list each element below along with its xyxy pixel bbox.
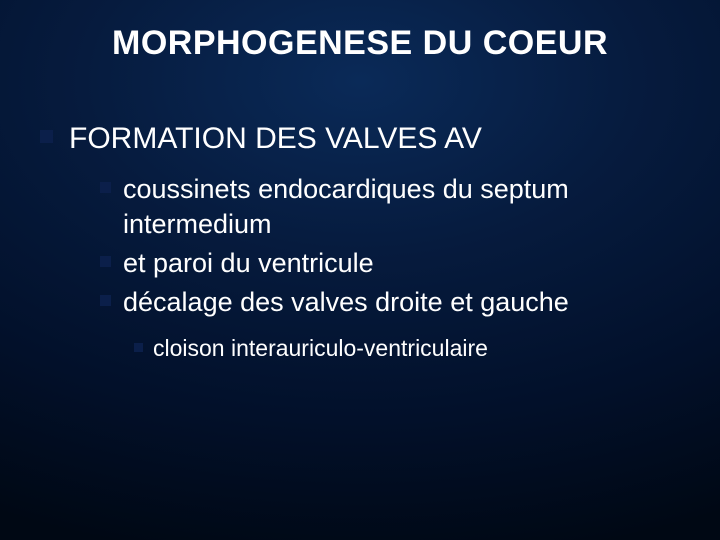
list-item-lvl1: FORMATION DES VALVES AV [40,120,680,158]
list-item-lvl2: et paroi du ventricule [100,246,680,281]
lvl1-text: FORMATION DES VALVES AV [69,120,482,158]
lvl2-text: coussinets endocardiques du septum inter… [123,172,680,242]
square-bullet-icon [100,256,111,267]
list-item-lvl3: cloison interauriculo-ventriculaire [134,334,680,364]
lvl3-text: cloison interauriculo-ventriculaire [153,334,488,364]
lvl2-text: et paroi du ventricule [123,246,374,281]
lvl2-list: coussinets endocardiques du septum inter… [100,172,680,364]
list-item-lvl2: décalage des valves droite et gauche [100,285,680,320]
slide: MORPHOGENESE DU COEUR FORMATION DES VALV… [0,0,720,540]
lvl3-list: cloison interauriculo-ventriculaire [134,334,680,364]
square-bullet-icon [100,182,111,193]
square-bullet-icon [100,295,111,306]
square-bullet-icon [134,343,143,352]
list-item-lvl2: coussinets endocardiques du septum inter… [100,172,680,242]
slide-body: FORMATION DES VALVES AV coussinets endoc… [40,120,680,364]
lvl2-text: décalage des valves droite et gauche [123,285,569,320]
square-bullet-icon [40,130,53,143]
slide-title: MORPHOGENESE DU COEUR [0,24,720,63]
